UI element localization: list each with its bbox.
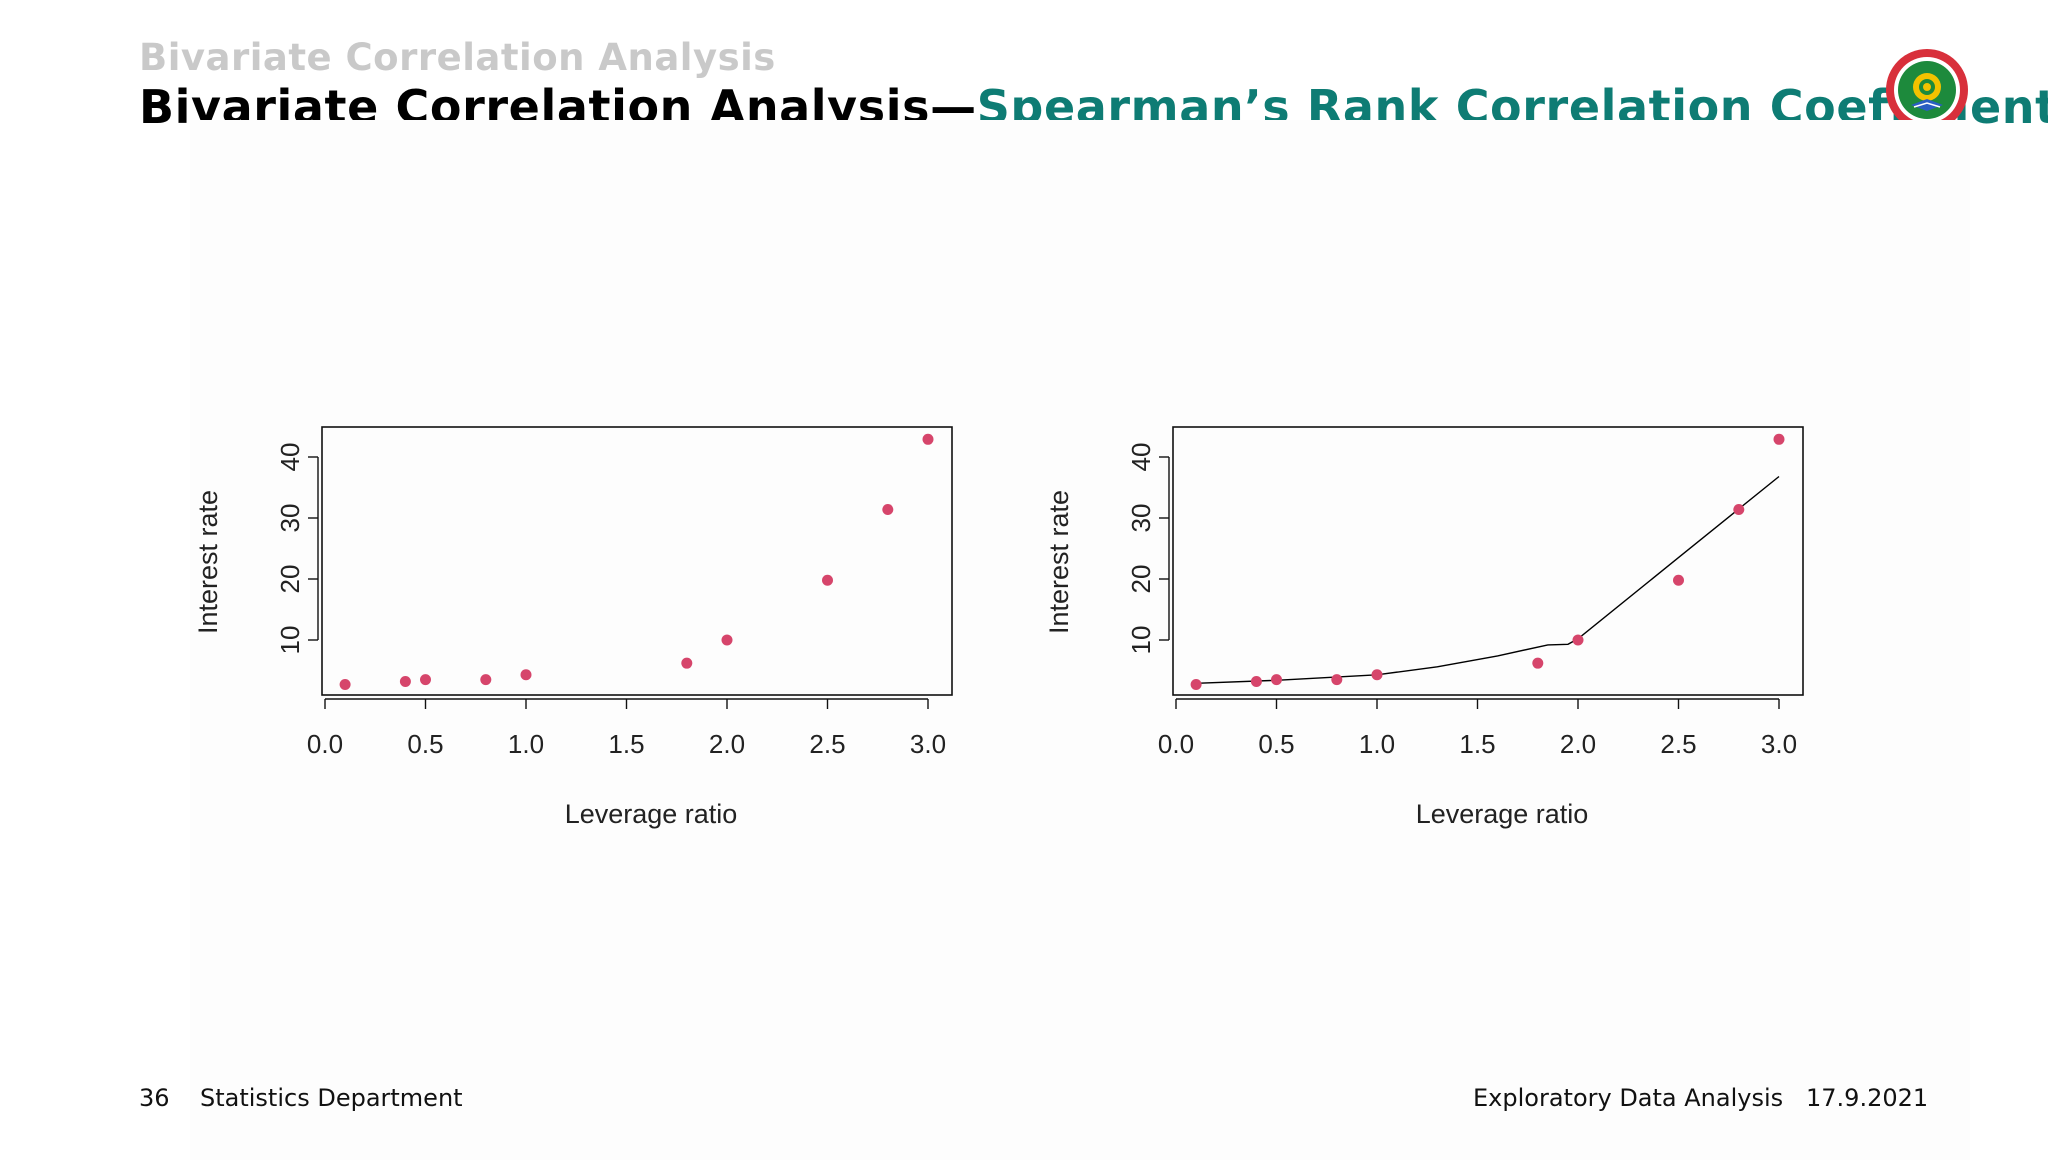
- y-tick-label: 20: [1126, 565, 1156, 594]
- y-tick-label: 10: [1126, 626, 1156, 655]
- data-point: [1271, 674, 1282, 686]
- university-seal-icon: [1886, 49, 1968, 131]
- data-point: [681, 657, 693, 669]
- smoother-line: [1196, 475, 1780, 684]
- plot-frame: [321, 426, 953, 696]
- data-point: [1673, 574, 1684, 586]
- data-point: [399, 675, 411, 687]
- x-tick-label: 2.0: [709, 729, 745, 759]
- data-point: [1190, 679, 1202, 691]
- x-axis-title: Leverage ratio: [1416, 799, 1589, 829]
- y-axis-title: Interest rate: [1044, 490, 1074, 634]
- data-point: [822, 574, 833, 586]
- plot-frame: [1172, 426, 1804, 696]
- x-tick-label: 0.0: [307, 729, 343, 759]
- data-point: [1250, 675, 1262, 687]
- chart-panel-2: 0.0 0.5 1.0 1.5 2.0 2.5 3.0 10 20 30 40 Leverage ra…: [1044, 426, 1804, 829]
- x-tick-label: 3.0: [910, 729, 946, 759]
- x-axis-title: Leverage ratio: [565, 799, 738, 829]
- data-point: [1773, 433, 1785, 445]
- y-tick-label: 10: [275, 626, 305, 655]
- y-tick-label: 40: [275, 443, 305, 472]
- x-tick-label: 1.5: [608, 729, 644, 759]
- x-tick-label: 1.0: [508, 729, 544, 759]
- footer-department: Statistics Department: [200, 1084, 463, 1112]
- data-point: [922, 433, 934, 445]
- x-tick-label: 1.5: [1459, 729, 1495, 759]
- data-point: [1371, 669, 1383, 681]
- footer-date: 17.9.2021: [1806, 1084, 1929, 1112]
- section-title: Bivariate Correlation Analysis: [139, 36, 776, 79]
- x-tick-label: 1.0: [1359, 729, 1395, 759]
- x-tick-label: 3.0: [1761, 729, 1797, 759]
- x-tick-label: 0.0: [1158, 729, 1194, 759]
- x-tick-label: 0.5: [407, 729, 443, 759]
- data-point: [882, 503, 894, 515]
- data-point: [1733, 503, 1745, 515]
- x-tick-label: 2.5: [809, 729, 845, 759]
- y-tick-label: 30: [275, 504, 305, 533]
- data-point: [1331, 674, 1343, 686]
- data-point: [480, 674, 492, 686]
- data-point: [1572, 634, 1584, 646]
- x-tick-label: 0.5: [1258, 729, 1294, 759]
- y-axis-title: Interest rate: [193, 490, 223, 634]
- data-point: [339, 679, 351, 691]
- plot-background: [190, 120, 1970, 1160]
- data-point: [721, 634, 733, 646]
- footer-page-number: 36: [139, 1084, 170, 1112]
- x-tick-label: 2.0: [1560, 729, 1596, 759]
- chart-panel-1: 0.0 0.5 1.0 1.5 2.0 2.5 3.0 10 20 30 40 Leverage ra…: [193, 426, 953, 829]
- x-tick-label: 2.5: [1660, 729, 1696, 759]
- footer-course: Exploratory Data Analysis: [1473, 1084, 1784, 1112]
- data-point: [420, 674, 431, 686]
- data-point: [1532, 657, 1544, 669]
- y-tick-label: 30: [1126, 504, 1156, 533]
- y-tick-label: 40: [1126, 443, 1156, 472]
- y-tick-label: 20: [275, 565, 305, 594]
- data-point: [520, 669, 532, 681]
